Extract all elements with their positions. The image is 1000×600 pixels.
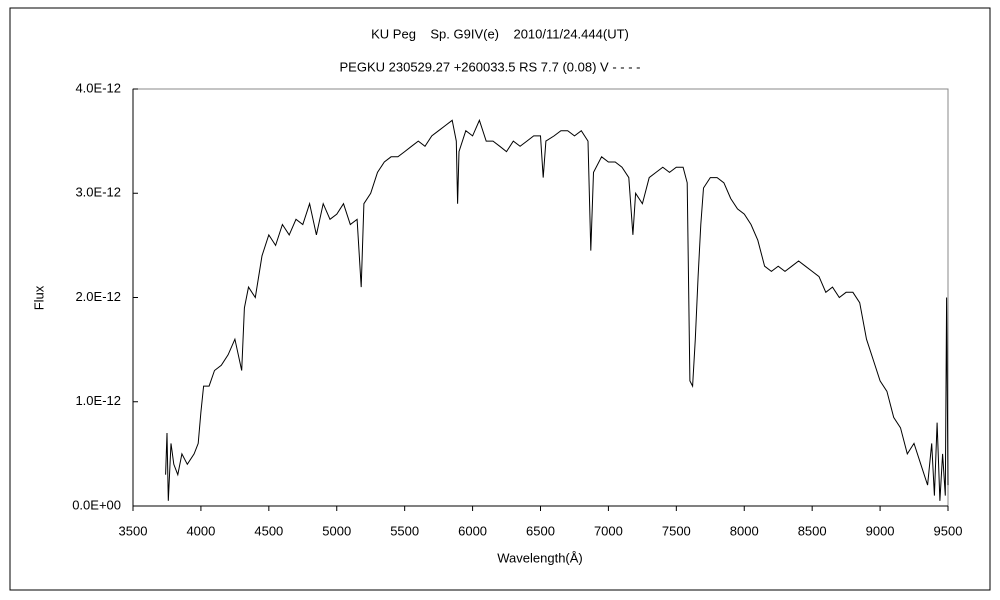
x-tick-label: 5000 bbox=[322, 523, 351, 538]
x-tick-label: 8000 bbox=[730, 523, 759, 538]
spectrum-line bbox=[165, 118, 949, 501]
x-tick-label: 8500 bbox=[798, 523, 827, 538]
y-tick-label: 1.0E-12 bbox=[75, 393, 121, 408]
y-tick-label: 2.0E-12 bbox=[75, 289, 121, 304]
y-tick-label: 3.0E-12 bbox=[75, 185, 121, 200]
x-tick-label: 6000 bbox=[458, 523, 487, 538]
frame bbox=[9, 7, 991, 591]
x-tick-label: 7000 bbox=[594, 523, 623, 538]
chart-subtitle: PEGKU 230529.27 +260033.5 RS 7.7 (0.08) … bbox=[340, 59, 641, 74]
x-tick-label: 4000 bbox=[186, 523, 215, 538]
x-axis-label: Wavelength(Å) bbox=[497, 550, 583, 565]
x-tick-label: 7500 bbox=[662, 523, 691, 538]
x-tick-label: 3500 bbox=[119, 523, 148, 538]
y-tick-label: 4.0E-12 bbox=[75, 80, 121, 95]
y-tick-label: 0.0E+00 bbox=[72, 497, 121, 512]
x-tick-label: 5500 bbox=[390, 523, 419, 538]
chart-title: KU Peg Sp. G9IV(e) 2010/11/24.444(UT) bbox=[371, 26, 629, 41]
x-tick-label: 9000 bbox=[866, 523, 895, 538]
x-tick-label: 4500 bbox=[254, 523, 283, 538]
y-axis-label: Flux bbox=[31, 285, 46, 310]
x-tick-label: 6500 bbox=[526, 523, 555, 538]
x-tick-label: 9500 bbox=[934, 523, 963, 538]
